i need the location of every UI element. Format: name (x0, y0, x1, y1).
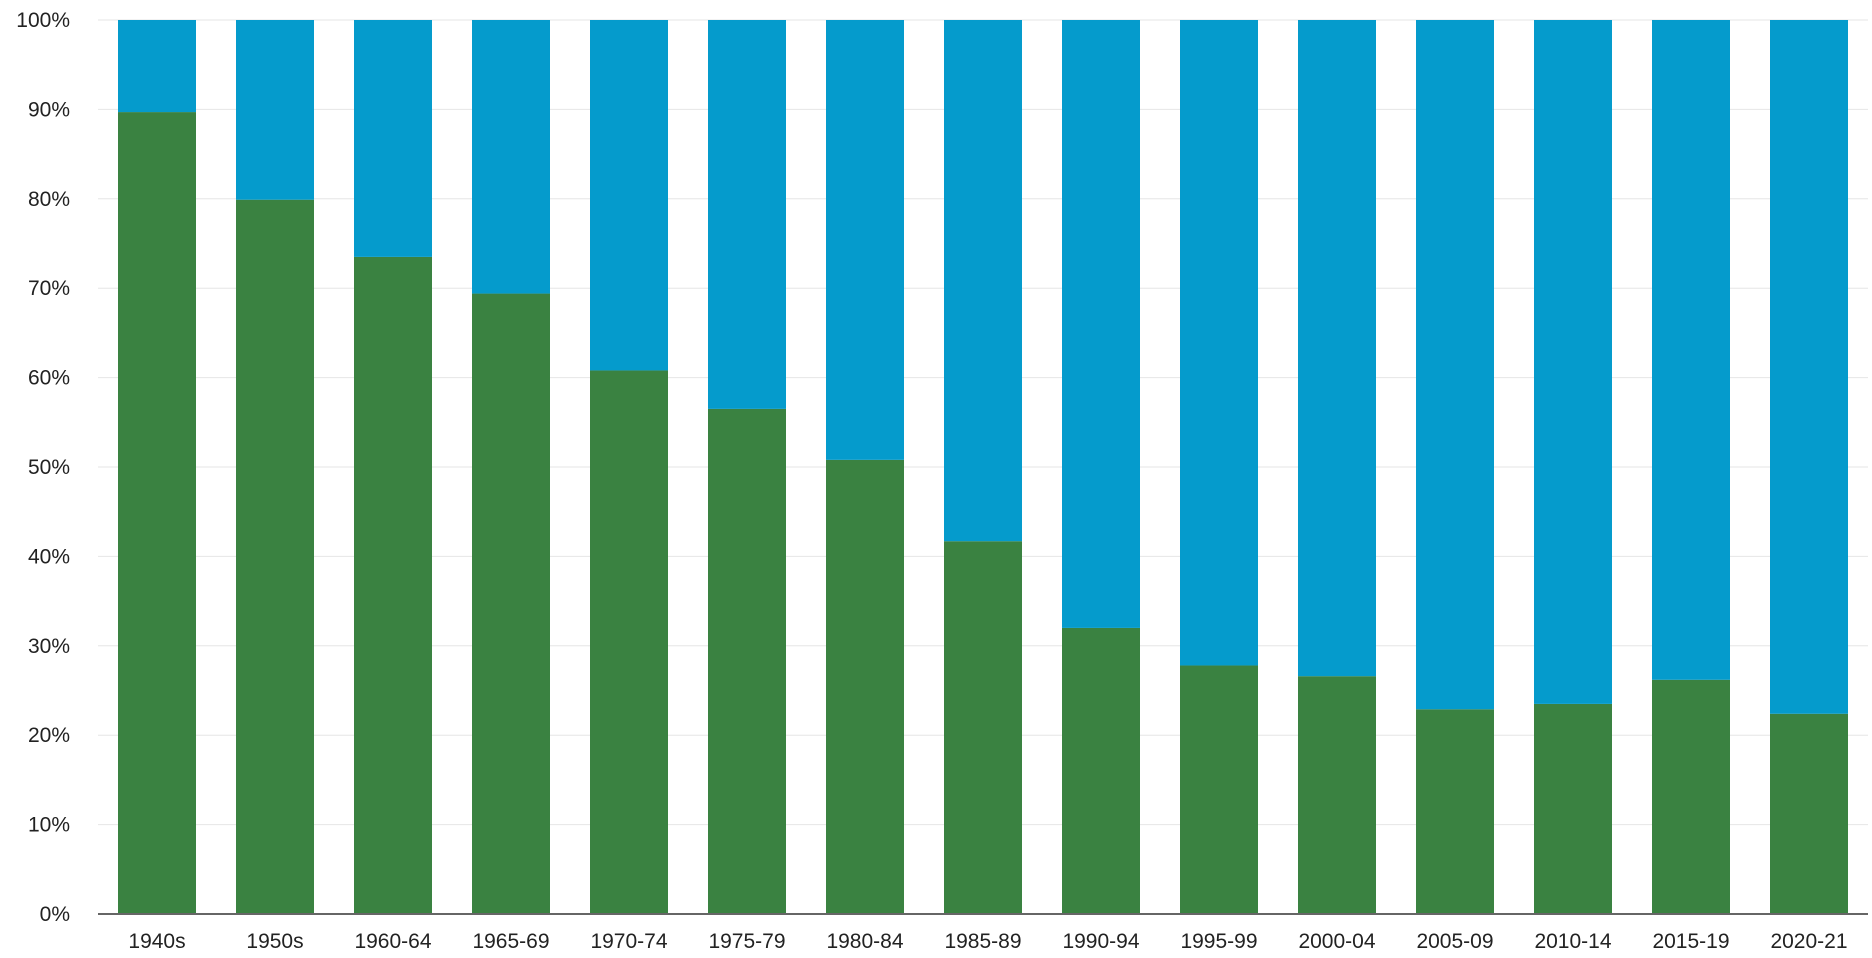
bar-segment-series-2 (118, 20, 196, 113)
bar-segment-series-1 (1298, 676, 1376, 914)
x-tick-label: 1990-94 (1062, 930, 1139, 953)
y-tick-label: 90% (28, 98, 70, 121)
bar-segment-series-2 (944, 20, 1022, 542)
y-tick-label: 40% (28, 545, 70, 568)
x-tick-label: 1965-69 (472, 930, 549, 953)
y-tick-label: 60% (28, 367, 70, 390)
y-tick-label: 80% (28, 188, 70, 211)
y-tick-label: 70% (28, 277, 70, 300)
bar-segment-series-1 (944, 541, 1022, 914)
bar-segment-series-1 (1652, 679, 1730, 914)
y-tick-label: 100% (16, 9, 70, 32)
y-tick-label: 30% (28, 635, 70, 658)
bar-segment-series-2 (590, 20, 668, 371)
bar-segment-series-1 (118, 112, 196, 914)
bar-segment-series-1 (590, 370, 668, 914)
x-tick-label: 1950s (246, 930, 303, 953)
x-tick-label: 2000-04 (1298, 930, 1375, 953)
bar-segment-series-1 (1534, 703, 1612, 914)
bar-segment-series-2 (1298, 20, 1376, 677)
bar-segment-series-2 (708, 20, 786, 409)
x-tick-label: 1975-79 (708, 930, 785, 953)
bar-segment-series-2 (1652, 20, 1730, 680)
bar-segment-series-1 (236, 199, 314, 915)
x-tick-label: 1960-64 (354, 930, 431, 953)
x-tick-label: 1985-89 (944, 930, 1021, 953)
bar-segment-series-2 (1062, 20, 1140, 628)
bar-segment-series-1 (1770, 713, 1848, 914)
y-tick-label: 0% (40, 903, 70, 926)
bar-segment-series-1 (354, 256, 432, 914)
bar-segment-series-1 (1416, 709, 1494, 914)
x-tick-label: 2015-19 (1652, 930, 1729, 953)
x-tick-label: 1970-74 (590, 930, 667, 953)
bar-segment-series-1 (1062, 627, 1140, 914)
bar-segment-series-1 (826, 459, 904, 914)
bar-segment-series-2 (236, 20, 314, 200)
x-tick-label: 2020-21 (1770, 930, 1847, 953)
bar-segment-series-2 (826, 20, 904, 460)
bar-segment-series-1 (472, 293, 550, 915)
bar-segment-series-2 (1416, 20, 1494, 710)
x-tick-label: 1995-99 (1180, 930, 1257, 953)
bar-segment-series-2 (354, 20, 432, 257)
bar-segment-series-2 (1770, 20, 1848, 714)
x-tick-label: 2005-09 (1416, 930, 1493, 953)
x-tick-label: 1940s (128, 930, 185, 953)
bar-segment-series-2 (1534, 20, 1612, 704)
x-tick-label: 1980-84 (826, 930, 903, 953)
y-tick-label: 20% (28, 724, 70, 747)
y-tick-label: 10% (28, 814, 70, 837)
bar-segment-series-2 (472, 20, 550, 294)
bar-segment-series-2 (1180, 20, 1258, 666)
x-tick-label: 2010-14 (1534, 930, 1611, 953)
bar-segment-series-1 (1180, 665, 1258, 914)
y-tick-label: 50% (28, 456, 70, 479)
bar-segment-series-1 (708, 408, 786, 914)
